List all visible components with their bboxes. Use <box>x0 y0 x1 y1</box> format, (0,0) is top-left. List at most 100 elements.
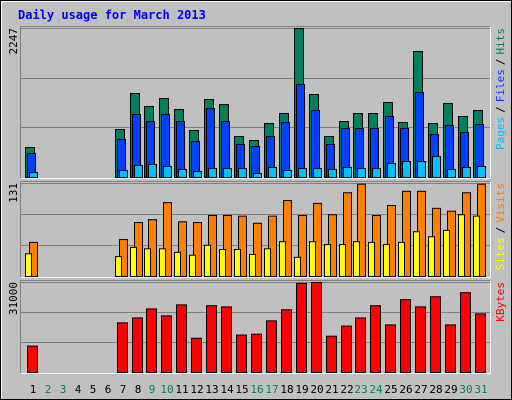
bar <box>178 168 187 178</box>
x-tick-label: 4 <box>75 383 82 396</box>
bar <box>193 171 202 179</box>
bar <box>189 254 196 277</box>
x-tick-label: 28 <box>429 383 442 396</box>
x-tick-label: 20 <box>310 383 323 396</box>
y-tick-label: 131 <box>7 183 20 203</box>
x-tick-label: 13 <box>205 383 218 396</box>
bar <box>191 337 202 374</box>
legend-entry: Files <box>494 69 507 102</box>
bar <box>283 169 292 178</box>
x-tick-label: 2 <box>45 383 52 396</box>
bar <box>460 292 471 373</box>
bar <box>402 190 411 277</box>
bar <box>206 305 217 373</box>
bar <box>115 256 122 277</box>
bar <box>234 249 241 278</box>
legend: KBytes <box>494 282 507 322</box>
bar <box>268 215 277 278</box>
bar <box>357 183 366 278</box>
x-tick-label: 3 <box>60 383 67 396</box>
legend: Pages / Files / Hits <box>494 28 507 150</box>
bar <box>161 315 172 373</box>
bar <box>383 244 390 278</box>
bar <box>238 167 247 178</box>
x-tick-label: 27 <box>414 383 427 396</box>
bar <box>266 320 277 373</box>
bar <box>432 155 441 178</box>
bar <box>398 241 405 277</box>
bar <box>402 161 411 178</box>
x-tick-label: 30 <box>459 383 472 396</box>
bar <box>430 296 441 373</box>
bar <box>311 282 322 373</box>
bar <box>264 248 271 277</box>
x-tick-label: 10 <box>160 383 173 396</box>
bar <box>309 241 316 278</box>
x-tick-label: 24 <box>369 383 383 396</box>
bar <box>134 164 143 178</box>
bar <box>279 241 286 278</box>
legend-entry: KBytes <box>494 282 507 322</box>
bar <box>368 241 375 277</box>
bar <box>328 168 337 178</box>
bar <box>326 335 337 374</box>
bar <box>193 222 202 278</box>
bar <box>341 325 352 374</box>
bar <box>324 244 331 278</box>
bar <box>221 306 232 373</box>
bar <box>372 167 381 178</box>
bar <box>313 202 322 278</box>
bar <box>313 167 322 178</box>
bar <box>206 108 215 178</box>
bar <box>296 282 307 374</box>
bar <box>355 317 366 373</box>
bar <box>204 244 211 277</box>
x-tick-label: 29 <box>444 383 457 396</box>
x-tick-label: 16 <box>250 383 263 396</box>
bar <box>223 167 232 178</box>
bar <box>238 215 247 278</box>
bar <box>413 231 420 277</box>
bar <box>475 313 486 373</box>
x-tick-label: 9 <box>149 383 156 396</box>
bar <box>208 167 217 178</box>
bar <box>294 256 301 277</box>
bar <box>296 84 305 178</box>
bar <box>458 214 465 278</box>
bar <box>223 214 232 277</box>
bar <box>387 163 396 178</box>
bar <box>268 166 277 178</box>
x-tick-label: 19 <box>295 383 308 396</box>
bar <box>415 306 426 373</box>
x-tick-label: 31 <box>474 383 487 396</box>
bar <box>343 166 352 178</box>
bar <box>428 236 435 278</box>
x-tick-label: 26 <box>399 383 412 396</box>
bar <box>447 168 456 178</box>
bar <box>236 334 247 374</box>
y-tick-label: 31000 <box>7 282 20 315</box>
bar <box>443 229 450 278</box>
bar <box>311 110 320 178</box>
x-tick-label: 15 <box>235 383 248 396</box>
bar <box>25 253 32 277</box>
bar <box>251 333 262 374</box>
bar <box>253 222 262 277</box>
legend-entry: Pages <box>494 117 507 150</box>
legend: Sites / Visits <box>494 183 507 271</box>
bar <box>473 215 480 278</box>
bar <box>251 145 260 179</box>
bar <box>117 322 128 373</box>
x-tick-label: 25 <box>384 383 397 396</box>
x-tick-label: 14 <box>220 383 234 396</box>
chart-title: Daily usage for March 2013 <box>18 8 206 22</box>
legend-entry: Visits <box>494 183 507 223</box>
y-tick-label: 2247 <box>7 28 20 55</box>
bar <box>119 169 128 178</box>
bar <box>370 305 381 373</box>
bar <box>29 172 38 179</box>
bar <box>353 241 360 278</box>
bar <box>249 253 256 278</box>
bar <box>462 166 471 178</box>
